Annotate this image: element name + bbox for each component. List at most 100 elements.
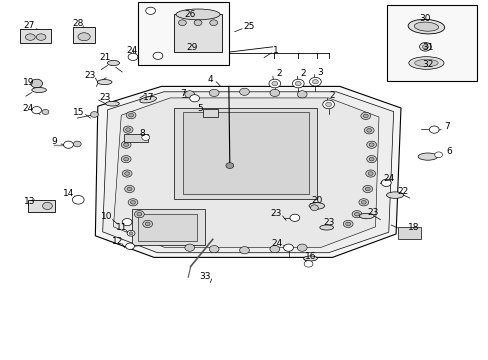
Text: 29: 29 [185,43,197,52]
Circle shape [209,20,217,26]
Ellipse shape [408,57,443,69]
Text: 7: 7 [180,89,186,98]
Text: 8: 8 [139,129,144,138]
Text: 7: 7 [444,122,449,131]
Circle shape [189,95,199,102]
Text: 22: 22 [397,187,408,196]
Circle shape [125,128,130,131]
Circle shape [365,187,369,191]
Ellipse shape [386,192,403,198]
Text: 21: 21 [99,53,111,62]
Text: 6: 6 [445,148,451,157]
Text: 26: 26 [183,10,195,19]
Circle shape [362,185,372,193]
Circle shape [42,202,52,210]
Circle shape [365,170,375,177]
Circle shape [358,199,368,206]
Text: 31: 31 [421,43,433,52]
Circle shape [178,20,186,26]
Text: 2: 2 [275,69,281,78]
Circle shape [184,244,194,251]
Text: 28: 28 [72,19,84,28]
Text: 16: 16 [304,252,316,261]
Text: 23: 23 [366,208,378,217]
Text: 33: 33 [199,272,211,281]
Circle shape [269,246,279,253]
Circle shape [137,212,142,216]
Text: 4: 4 [207,75,213,84]
Circle shape [126,112,136,119]
Circle shape [363,114,367,118]
Bar [203,109,217,117]
Circle shape [129,232,133,235]
Bar [138,214,196,241]
Circle shape [123,143,128,147]
Bar [173,14,222,52]
Text: 17: 17 [143,93,155,102]
Text: 14: 14 [62,189,74,198]
Ellipse shape [78,33,90,41]
Circle shape [434,152,442,158]
Circle shape [145,7,155,14]
Circle shape [239,88,249,95]
Text: 2: 2 [329,91,335,100]
Text: 25: 25 [243,22,255,31]
Circle shape [123,157,128,161]
Text: 24: 24 [382,174,394,183]
Text: 12: 12 [111,237,123,246]
Circle shape [304,261,312,267]
Circle shape [127,230,135,236]
Circle shape [225,163,233,168]
Circle shape [128,53,138,60]
Circle shape [343,220,352,228]
Ellipse shape [407,19,444,34]
Circle shape [122,219,132,226]
Ellipse shape [107,60,119,66]
Bar [397,227,420,239]
Ellipse shape [414,59,437,67]
Circle shape [428,126,438,133]
Circle shape [31,79,42,88]
Circle shape [184,91,194,98]
Circle shape [123,126,133,133]
Polygon shape [113,98,378,248]
Circle shape [124,185,134,193]
Circle shape [142,220,152,228]
Circle shape [63,141,73,148]
Circle shape [368,157,373,161]
Circle shape [419,42,430,51]
Circle shape [354,212,359,216]
Ellipse shape [25,34,35,40]
Circle shape [283,244,293,251]
Text: 24: 24 [271,239,283,248]
Bar [123,134,148,142]
Circle shape [142,135,149,140]
Circle shape [125,243,134,249]
Ellipse shape [319,225,333,230]
Text: 1: 1 [273,46,279,55]
Text: 3: 3 [317,68,323,77]
Circle shape [42,109,49,114]
Text: 9: 9 [51,137,57,146]
Polygon shape [132,209,205,245]
Circle shape [361,201,366,204]
Polygon shape [173,108,316,199]
Ellipse shape [308,203,324,209]
Text: 10: 10 [101,212,112,221]
Circle shape [209,89,219,96]
Text: 5: 5 [197,104,203,113]
Circle shape [345,222,350,226]
Circle shape [366,129,371,132]
Circle shape [122,170,132,177]
Text: 20: 20 [310,197,322,205]
Circle shape [271,81,277,86]
Ellipse shape [359,213,373,219]
Circle shape [128,199,138,206]
Bar [386,5,476,81]
Circle shape [422,45,427,49]
Circle shape [368,143,373,147]
Ellipse shape [97,80,112,85]
Circle shape [292,79,304,88]
Circle shape [366,156,376,163]
Text: 18: 18 [407,223,418,232]
